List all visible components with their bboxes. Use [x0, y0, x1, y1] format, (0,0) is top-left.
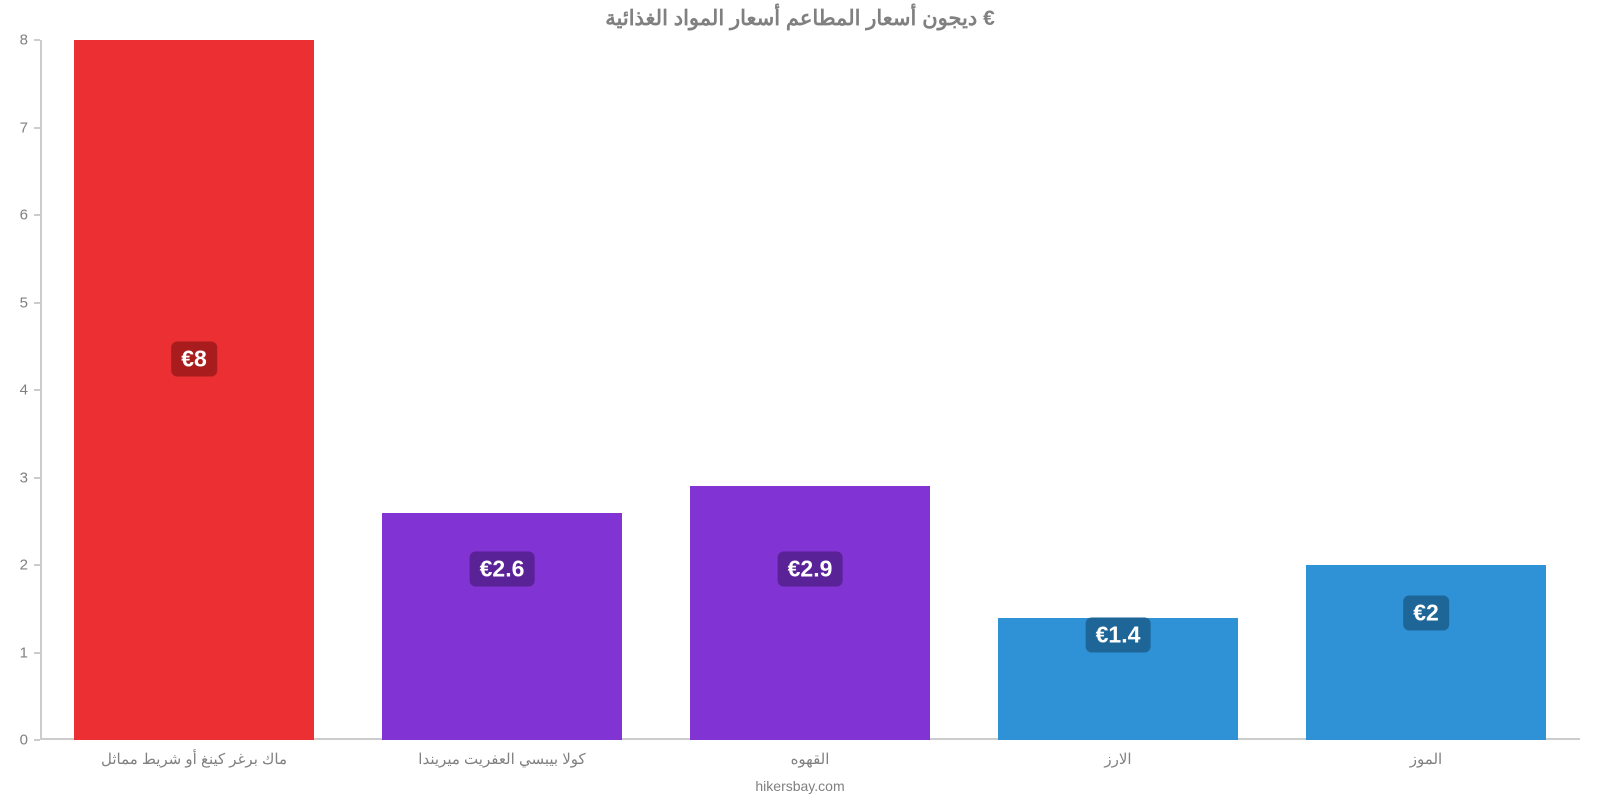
y-tick-label: 5 — [20, 294, 28, 311]
x-tick-label: القهوه — [791, 750, 830, 768]
chart-title: ديجون أسعار المطاعم أسعار المواد الغذائي… — [0, 6, 1600, 31]
x-tick-label: كولا بيبسي العفريت ميريندا — [418, 750, 585, 768]
x-tick-label: ماك برغر كينغ أو شريط مماثل — [101, 750, 287, 768]
y-tick-label: 3 — [20, 469, 28, 486]
y-tick-mark — [34, 652, 40, 654]
y-tick-label: 2 — [20, 557, 28, 574]
y-tick-label: 1 — [20, 644, 28, 661]
chart-container: ديجون أسعار المطاعم أسعار المواد الغذائي… — [0, 0, 1600, 800]
y-tick-mark — [34, 389, 40, 391]
y-axis-line — [40, 40, 42, 740]
bar — [1306, 565, 1546, 740]
bar — [74, 40, 314, 740]
y-tick-label: 4 — [20, 382, 28, 399]
bar — [690, 486, 930, 740]
plot-area: 012345678€8ماك برغر كينغ أو شريط مماثل€2… — [40, 40, 1580, 740]
bar-value-badge: €2 — [1403, 596, 1449, 631]
y-tick-mark — [34, 39, 40, 41]
y-tick-label: 8 — [20, 32, 28, 49]
x-tick-label: الموز — [1410, 750, 1442, 768]
y-tick-mark — [34, 739, 40, 741]
y-tick-mark — [34, 302, 40, 304]
y-tick-mark — [34, 564, 40, 566]
bar-value-badge: €2.9 — [778, 552, 843, 587]
y-tick-label: 7 — [20, 119, 28, 136]
x-tick-label: الارز — [1104, 750, 1131, 768]
bar-value-badge: €8 — [171, 342, 217, 377]
bar-value-badge: €1.4 — [1086, 618, 1151, 653]
y-tick-label: 0 — [20, 732, 28, 749]
attribution-text: hikersbay.com — [0, 778, 1600, 794]
bar — [382, 513, 622, 741]
y-tick-label: 6 — [20, 207, 28, 224]
y-tick-mark — [34, 214, 40, 216]
bar-value-badge: €2.6 — [470, 552, 535, 587]
y-tick-mark — [34, 477, 40, 479]
y-tick-mark — [34, 127, 40, 129]
